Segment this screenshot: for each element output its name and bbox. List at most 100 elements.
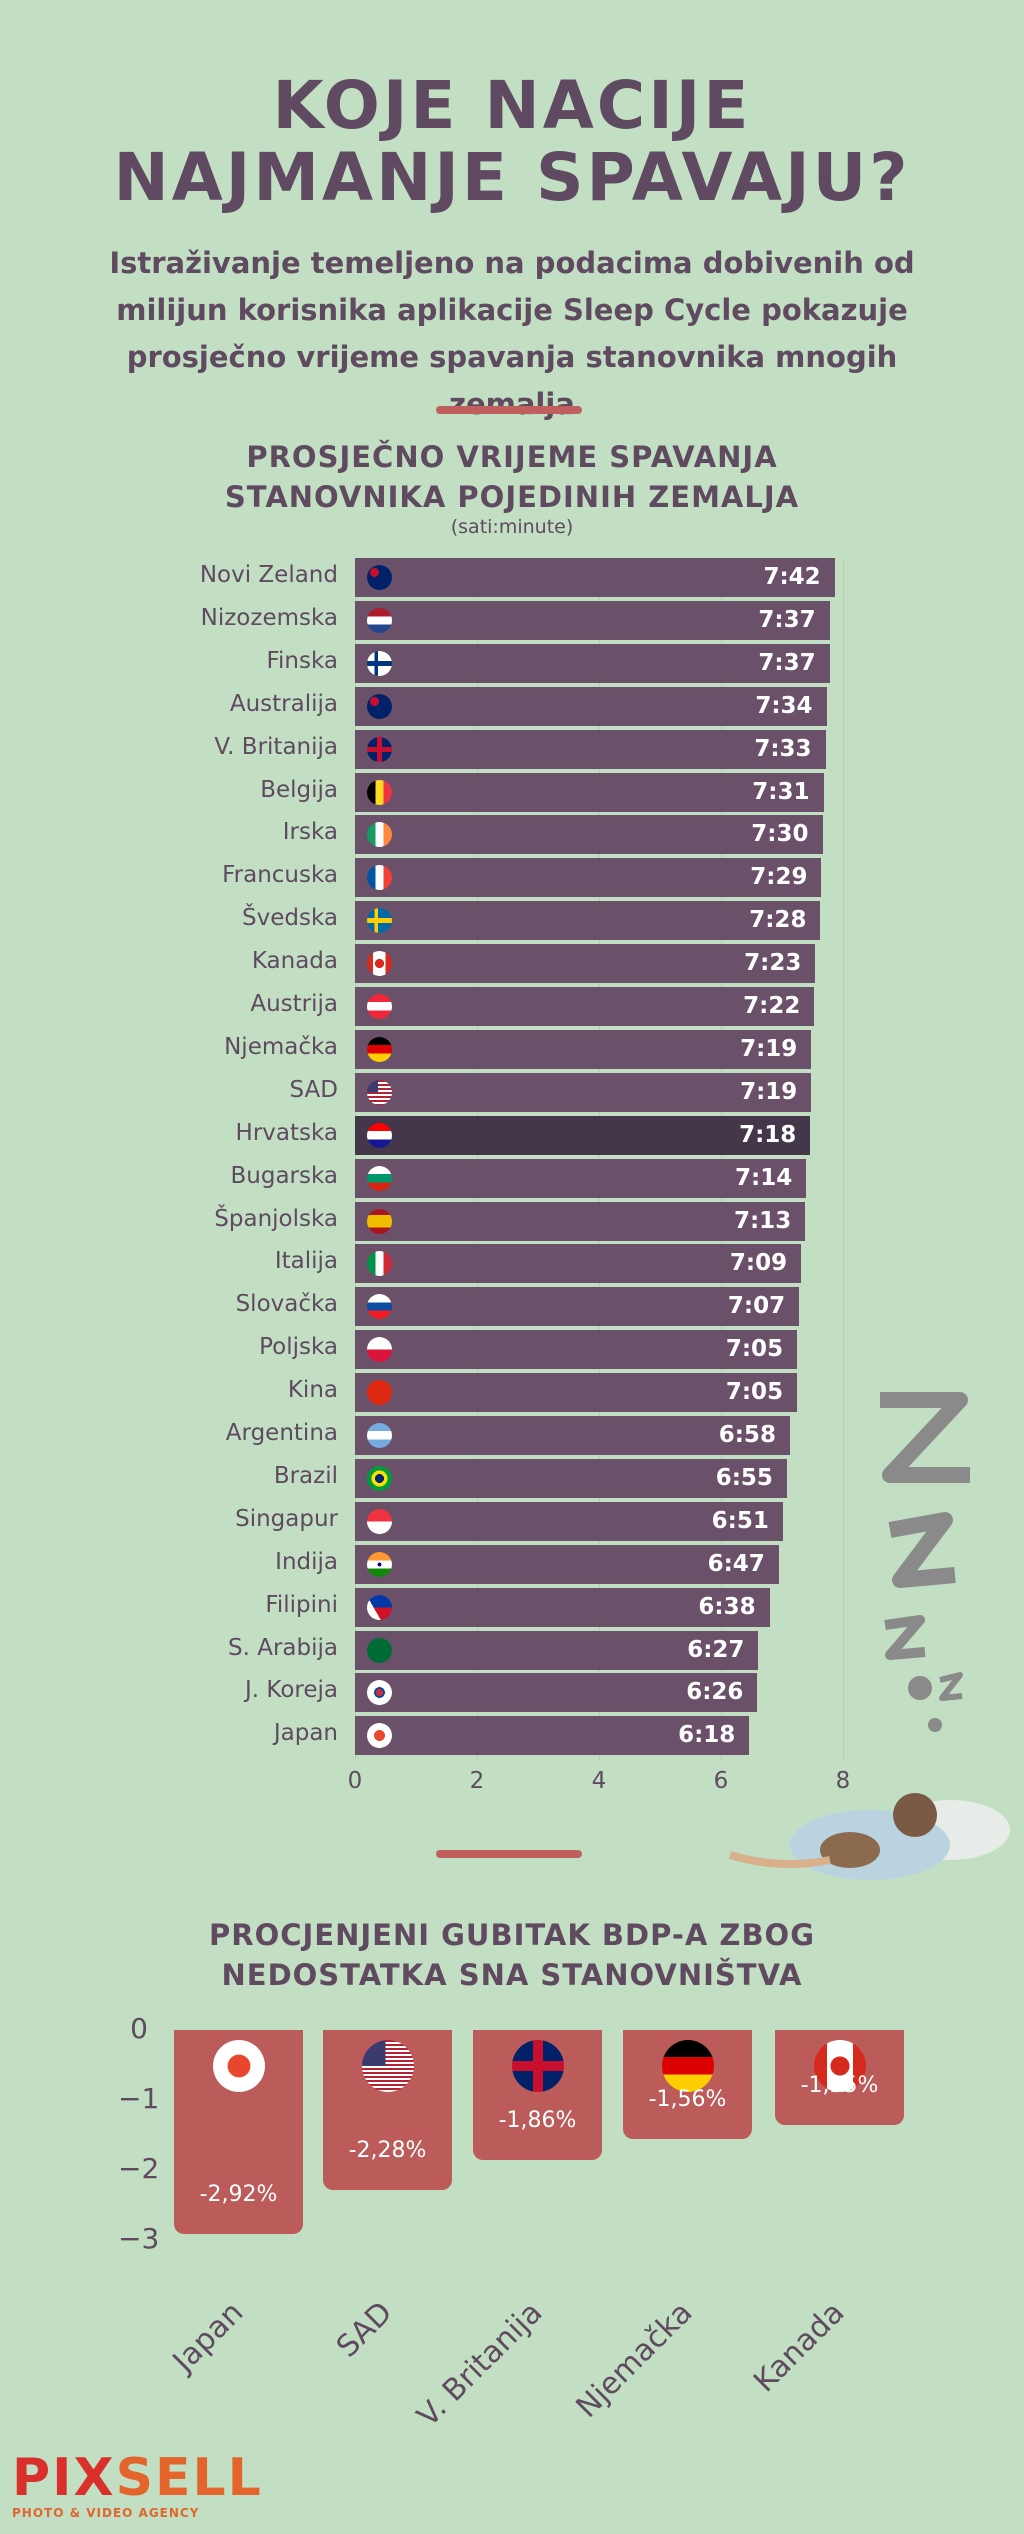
- sleeping-person-icon: [728, 1793, 1010, 1880]
- be-flag-icon: [367, 779, 392, 805]
- cn-flag-icon: [367, 1380, 392, 1406]
- bar: 6:58: [355, 1416, 790, 1455]
- country-label: V. Britanija: [214, 733, 338, 760]
- x-tick-label: 6: [713, 1768, 729, 1794]
- country-label: Novi Zeland: [199, 562, 338, 588]
- country-label: Bugarska: [230, 1162, 339, 1189]
- country-label: Finska: [266, 647, 338, 674]
- in-flag-icon: [367, 1551, 392, 1577]
- pl-flag-icon: [367, 1337, 392, 1363]
- gridline: [843, 560, 844, 1760]
- country-label: J. Koreja: [245, 1677, 338, 1704]
- bar-value-label: 6:51: [711, 1507, 769, 1534]
- bar-value-label: 6:58: [718, 1422, 776, 1448]
- bar: 7:05: [355, 1330, 798, 1370]
- bar: 7:07: [355, 1287, 800, 1327]
- at-flag-icon: [367, 994, 392, 1019]
- y-tick-label: −1: [118, 2082, 160, 2115]
- bar: 7:05: [355, 1373, 798, 1413]
- bar-value-label: -1,56%: [648, 2087, 727, 2113]
- bar-value-label: 6:38: [698, 1593, 756, 1620]
- bar-value-label: 7:18: [739, 1121, 797, 1148]
- logo-name: PIXSELL: [12, 2448, 263, 2508]
- es-flag-icon: [367, 1208, 392, 1234]
- bar-value-label: 7:14: [735, 1164, 793, 1191]
- country-label: Indija: [275, 1548, 338, 1575]
- jp-flag-icon: [367, 1723, 392, 1749]
- chart2-title: PROCJENJENI GUBITAK BDP-A ZBOG NEDOSTATK…: [0, 1915, 1024, 1995]
- bar: 7:30: [355, 815, 823, 855]
- bar-value-label: -2,92%: [199, 2182, 278, 2208]
- us-flag-icon: [367, 1079, 392, 1105]
- logo-tagline: PHOTO & VIDEO AGENCY: [12, 2506, 200, 2520]
- sg-flag-icon: [367, 1508, 392, 1534]
- country-label: Njemačka: [224, 1033, 338, 1060]
- bar-value-label: 7:30: [751, 821, 809, 848]
- country-label: Slovačka: [235, 1291, 338, 1318]
- zzz-icon: [880, 1392, 970, 1732]
- bar-value-label: 7:05: [725, 1336, 784, 1363]
- bar: 6:38: [355, 1587, 770, 1627]
- x-tick-label: 4: [591, 1768, 607, 1794]
- bar: 6:27: [355, 1630, 759, 1670]
- ph-flag-icon: [367, 1594, 392, 1620]
- chart1-title-line: PROSJEČNO VRIJEME SPAVANJA: [246, 440, 778, 474]
- title-line: KOJE NACIJE: [272, 67, 752, 144]
- bar: 7:18: [355, 1115, 811, 1155]
- bar-value-label: 7:31: [752, 778, 810, 805]
- br-flag-icon: [367, 1465, 392, 1491]
- it-flag-icon: [367, 1251, 392, 1277]
- bar-value-label: 7:22: [743, 993, 801, 1019]
- bar-value-label: 7:33: [754, 735, 812, 762]
- country-label: Kanada: [251, 948, 338, 975]
- bar: 7:28: [355, 901, 821, 941]
- bar: 6:51: [355, 1501, 783, 1541]
- country-label: Švedska: [242, 905, 338, 932]
- bar-value-label: 6:26: [686, 1679, 744, 1706]
- de-flag-icon: [367, 1036, 392, 1062]
- title-line: NAJMANJE SPAVAJU?: [113, 139, 911, 216]
- country-label: Brazil: [273, 1462, 338, 1489]
- bar: 6:55: [355, 1458, 787, 1498]
- country-label: Irska: [282, 819, 338, 846]
- kr-flag-icon: [367, 1680, 392, 1706]
- bar-value-label: 7:07: [727, 1293, 786, 1320]
- bar: 6:47: [355, 1544, 779, 1584]
- bar-value-label: -2,28%: [348, 2137, 427, 2163]
- bar-value-label: 7:23: [744, 950, 802, 977]
- chart1-title: PROSJEČNO VRIJEME SPAVANJA STANOVNIKA PO…: [0, 437, 1024, 517]
- bar-value-label: 6:18: [678, 1722, 736, 1749]
- ca-flag-icon: [813, 2040, 866, 2092]
- bar: 7:37: [355, 643, 830, 683]
- chart2-title-line: NEDOSTATKA SNA STANOVNIŠTVA: [221, 1958, 803, 1992]
- chart1-title-line: STANOVNIKA POJEDINIH ZEMALJA: [224, 480, 800, 514]
- bar: 7:31: [355, 772, 824, 812]
- country-label: Singapur: [235, 1505, 338, 1532]
- country-label: Argentina: [225, 1420, 338, 1446]
- y-tick-label: −2: [118, 2152, 160, 2185]
- x-tick-label: 2: [469, 1768, 485, 1794]
- bar-value-label: -1,35%: [800, 2072, 879, 2098]
- jp-flag-icon: [212, 2040, 265, 2092]
- page-title: KOJE NACIJE NAJMANJE SPAVAJU?: [0, 70, 1024, 214]
- fi-flag-icon: [367, 650, 392, 676]
- ie-flag-icon: [367, 822, 392, 848]
- country-label: Kina: [287, 1377, 338, 1404]
- bar-value-label: 7:42: [763, 564, 821, 590]
- pixsell-logo: PIXSELL PHOTO & VIDEO AGENCY: [12, 2450, 263, 2520]
- au-flag-icon: [367, 693, 392, 719]
- country-label: Japan: [273, 1720, 338, 1747]
- gb-flag-icon: [367, 736, 392, 762]
- bar: 7:22: [355, 987, 815, 1026]
- bar-value-label: 7:34: [755, 692, 813, 719]
- bar-value-label: 7:19: [740, 1078, 798, 1105]
- fr-flag-icon: [367, 865, 392, 891]
- bar: 7:14: [355, 1158, 807, 1198]
- sa-flag-icon: [367, 1637, 392, 1663]
- divider: [436, 406, 582, 414]
- country-label: Francuska: [222, 862, 338, 889]
- bar-value-label: 7:28: [749, 907, 807, 934]
- country-label: Austrija: [250, 991, 338, 1017]
- us-flag-icon: [361, 2040, 414, 2092]
- gb-flag-icon: [511, 2040, 564, 2092]
